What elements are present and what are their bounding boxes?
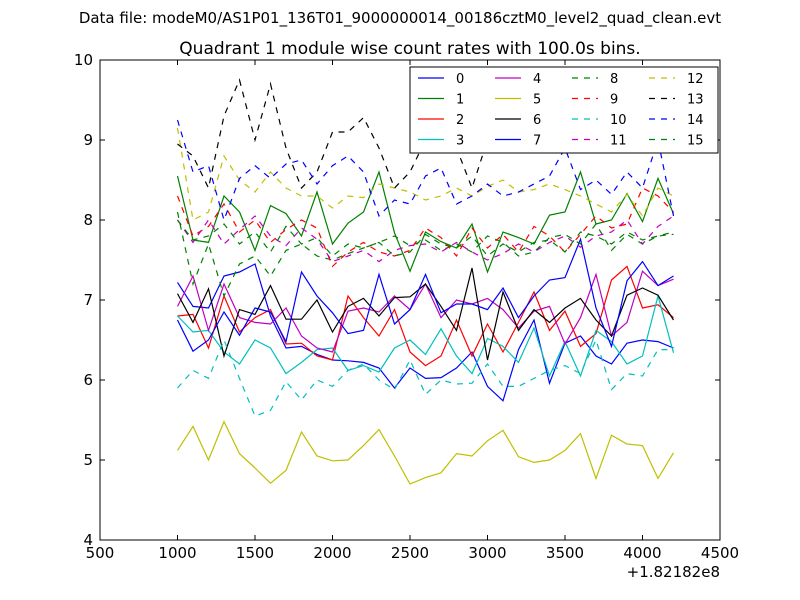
series-line-7	[176, 237, 674, 353]
figure-suptitle: Data file: modeM0/AS1P01_136T01_90000000…	[79, 9, 721, 28]
y-tick-label: 10	[74, 51, 93, 69]
legend-label-12: 12	[687, 72, 704, 87]
legend-label-9: 9	[610, 93, 618, 108]
y-tick-label: 7	[83, 291, 93, 309]
x-tick-label: 2000	[313, 544, 351, 562]
series-line-10	[177, 338, 674, 417]
chart-title: Quadrant 1 module wise count rates with …	[179, 39, 640, 59]
series-line-14	[176, 119, 675, 222]
legend-label-11: 11	[610, 134, 627, 149]
plot-series-group	[176, 78, 675, 485]
legend-label-3: 3	[456, 134, 464, 149]
x-tick-label: 4500	[701, 544, 739, 562]
legend-label-0: 0	[456, 72, 464, 87]
legend-label-8: 8	[610, 72, 618, 87]
series-line-8	[176, 211, 674, 298]
series-line-12	[176, 127, 674, 221]
legend-label-10: 10	[610, 113, 627, 128]
legend-box	[409, 66, 719, 154]
series-line-3	[177, 293, 675, 378]
legend-label-4: 4	[533, 72, 541, 87]
y-tick-label: 4	[83, 531, 93, 549]
axes-ticks: 500 1000 1500 2000 2500 3000 3500 4000 4500 4 5 6 7 8…	[74, 51, 739, 562]
series-line-2	[177, 265, 674, 367]
legend-label-7: 7	[533, 134, 541, 149]
legend-label-14: 14	[687, 113, 704, 128]
legend-label-2: 2	[456, 113, 464, 128]
series-line-15	[177, 219, 674, 257]
x-offset-label: +1.82182e8	[627, 563, 720, 581]
legend-label-13: 13	[687, 93, 704, 108]
x-tick-label: 4000	[623, 544, 661, 562]
y-tick-label: 5	[83, 451, 93, 469]
legend-label-1: 1	[456, 93, 464, 108]
y-tick-label: 9	[83, 131, 93, 149]
series-line-5	[176, 420, 675, 485]
x-tick-label: 3000	[468, 544, 506, 562]
series-line-0	[176, 263, 674, 402]
x-tick-label: 1500	[236, 544, 274, 562]
x-tick-label: 3500	[546, 544, 584, 562]
legend-label-15: 15	[687, 134, 704, 149]
legend-label-5: 5	[533, 93, 541, 108]
series-line-1	[176, 170, 675, 274]
x-tick-label: 500	[86, 544, 115, 562]
legend-label-6: 6	[533, 113, 541, 128]
y-tick-label: 6	[83, 371, 93, 389]
x-tick-label: 1000	[158, 544, 196, 562]
y-tick-label: 8	[83, 211, 93, 229]
series-line-6	[176, 267, 675, 361]
x-tick-label: 2500	[391, 544, 429, 562]
series-line-11	[177, 215, 674, 263]
series-line-9	[176, 187, 674, 268]
